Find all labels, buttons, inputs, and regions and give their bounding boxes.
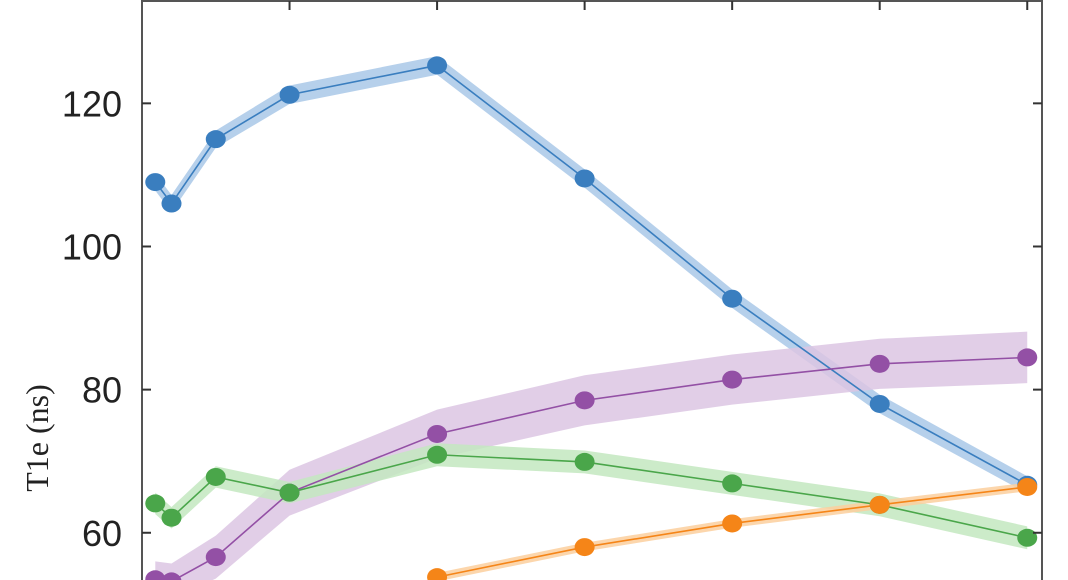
series-3-point [574,538,595,557]
series-0-point [574,169,595,188]
series-1-point [869,354,890,373]
series-2-point [161,508,182,527]
series-1-point [161,572,182,580]
axis-ticks [142,1,1042,534]
plot-frame [141,0,1043,580]
series-2-point [574,452,595,471]
series-3-point [1017,477,1038,496]
y-tick-label: 80 [82,370,122,411]
series-0-band [155,56,1028,494]
y-tick-labels: 60 80 100 120 [62,83,122,553]
series-0-point [869,394,890,413]
series-1-point [205,548,226,567]
y-tick-label: 100 [62,226,122,267]
series-2-point [205,467,226,486]
series-3-point [869,495,890,514]
confidence-bands [155,56,1028,580]
series-2-point [427,445,448,464]
series-2-band [155,443,1028,550]
series-2-point [722,474,743,493]
series-2-point [145,494,166,513]
series-1-point [1017,348,1038,367]
series-0-point [427,56,448,75]
series-1-point [722,370,743,389]
series-2-point [279,483,300,502]
series-1-point [427,424,448,443]
series-3-point [722,514,743,533]
series-points [145,56,1038,580]
series-0-point [161,194,182,213]
series-2-point [1017,528,1038,547]
series-1-point [574,391,595,410]
series-0-point [145,173,166,192]
series-0-point [205,130,226,149]
y-axis-label: T1e (ns) [19,384,55,492]
series-1-band [155,331,1028,580]
series-0-point [722,289,743,308]
series-1-point [145,570,166,580]
y-tick-label: 120 [62,83,122,124]
series-0-point [279,85,300,104]
y-tick-label: 60 [82,513,122,554]
series-3-point [427,568,448,580]
